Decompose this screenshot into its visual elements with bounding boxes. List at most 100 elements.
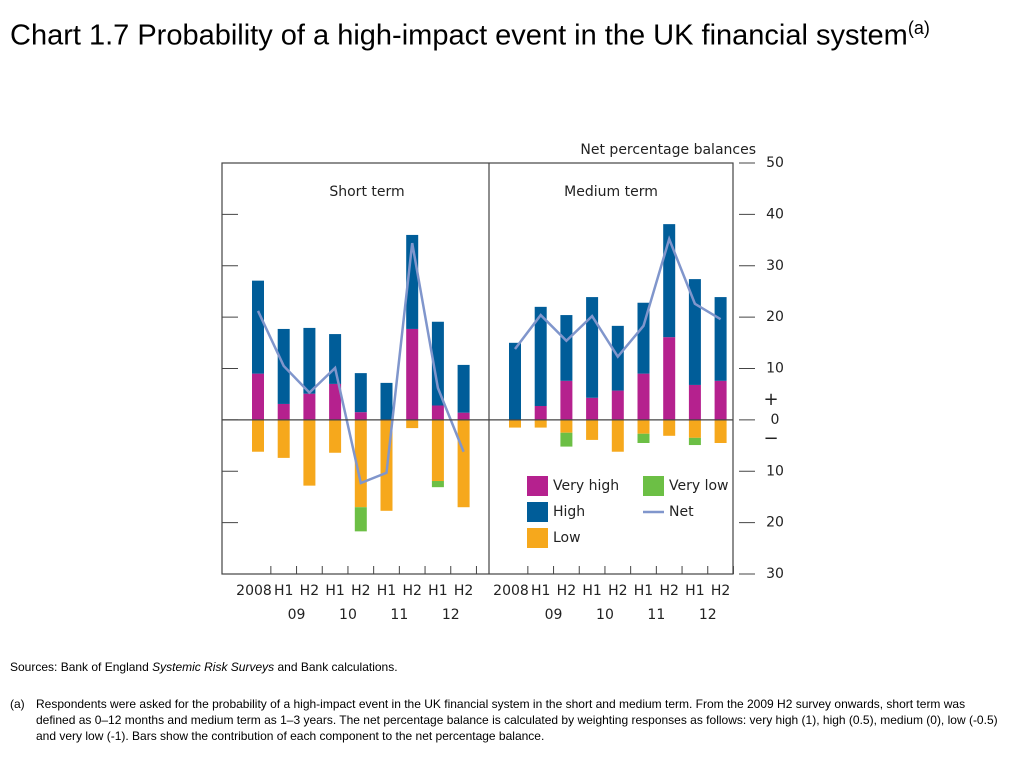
bar-segment <box>329 383 342 420</box>
footnote: (a) Respondents were asked for the probab… <box>10 696 1000 744</box>
title-note: (a) <box>907 18 930 38</box>
bar-segment <box>509 342 521 420</box>
bar-segment <box>714 419 727 443</box>
bar-segment <box>586 397 599 420</box>
bar-segment <box>252 373 264 420</box>
x-tick-label: 2008 <box>236 583 272 599</box>
chart-title: Chart 1.7 Probability of a high-impact e… <box>10 19 908 52</box>
bar-segment <box>431 419 444 482</box>
sign-label: − <box>763 428 778 449</box>
footnote-text: Respondents were asked for the probabili… <box>36 697 998 743</box>
y-tick-label: 40 <box>766 206 784 222</box>
x-tick-label: H2 <box>300 583 319 599</box>
bar-segment <box>663 419 676 436</box>
bar-segment <box>329 334 342 384</box>
year-label: 09 <box>545 607 563 623</box>
bar-segment <box>380 382 393 420</box>
bar-segment <box>637 373 650 420</box>
y-axis-label: Net percentage balances <box>580 142 756 158</box>
bar-segment <box>354 412 367 420</box>
bar-segment <box>354 507 367 532</box>
y-tick-label: 10 <box>766 463 784 479</box>
sign-label: + <box>763 389 778 410</box>
y-tick-label: 10 <box>766 361 784 377</box>
bar-segment <box>637 419 650 434</box>
bar-segment <box>457 412 470 420</box>
bar-segment <box>688 384 701 420</box>
x-tick-label: H1 <box>325 583 344 599</box>
sources-italic: Systemic Risk Surveys <box>152 660 275 674</box>
bar-segment <box>560 419 573 433</box>
bar-segment <box>406 328 419 420</box>
x-tick-label: H2 <box>608 583 627 599</box>
year-label: 12 <box>699 607 717 623</box>
bar-segment <box>457 364 470 413</box>
net-line <box>256 242 465 485</box>
bar-segment <box>509 419 521 428</box>
legend-swatch <box>643 476 664 496</box>
legend-label: Net <box>669 504 694 520</box>
legend-swatch <box>527 528 548 548</box>
legend-label: High <box>553 504 585 520</box>
bar-segment <box>406 419 419 429</box>
year-label: 12 <box>442 607 460 623</box>
year-label: 09 <box>288 607 306 623</box>
bar-segment <box>457 419 470 508</box>
bar-segment <box>252 419 264 452</box>
sources: Sources: Bank of England Systemic Risk S… <box>10 660 398 674</box>
y-tick-label: 50 <box>766 155 784 171</box>
bar-segment <box>637 433 650 443</box>
bar-segment <box>431 481 444 488</box>
bar-segment <box>586 297 599 398</box>
x-tick-label: H2 <box>659 583 678 599</box>
bar-segment <box>277 403 290 420</box>
x-tick-label: H2 <box>711 583 730 599</box>
y-tick-label: 30 <box>766 258 784 274</box>
bar-segment <box>637 302 650 374</box>
y-tick-label: 20 <box>766 309 784 325</box>
net-line <box>514 235 722 359</box>
x-tick-label: H1 <box>582 583 601 599</box>
bar-segment <box>586 419 599 440</box>
bar-segment <box>688 419 701 438</box>
bar-segment <box>354 419 367 508</box>
x-tick-label: H1 <box>685 583 704 599</box>
bar-segment <box>303 393 316 420</box>
x-tick-label: H1 <box>634 583 653 599</box>
bar-segment <box>431 405 444 420</box>
bar-segment <box>560 432 573 447</box>
bar-segment <box>329 419 342 453</box>
x-tick-label: H2 <box>557 583 576 599</box>
x-tick-label: H1 <box>428 583 447 599</box>
x-tick-label: 2008 <box>493 583 529 599</box>
bar-segment <box>431 321 444 406</box>
legend-swatch <box>527 476 548 496</box>
chart-title-block: Chart 1.7 Probability of a high-impact e… <box>10 8 1000 56</box>
y-tick-label: 0 <box>771 412 780 428</box>
bar-segment <box>534 406 547 420</box>
bar-segment <box>560 380 573 420</box>
x-tick-label: H1 <box>377 583 396 599</box>
bar-segment <box>714 297 727 381</box>
bar-segment <box>611 419 624 452</box>
legend-label: Very low <box>669 478 729 494</box>
bar-segment <box>303 419 316 486</box>
x-tick-label: H1 <box>274 583 293 599</box>
x-tick-label: H1 <box>531 583 550 599</box>
bar-segment <box>354 373 367 413</box>
bar-segment <box>688 437 701 446</box>
x-tick-label: H2 <box>454 583 473 599</box>
bar-segment <box>303 327 316 394</box>
legend-label: Low <box>553 530 581 546</box>
year-label: 11 <box>390 607 408 623</box>
bar-segment <box>611 390 624 420</box>
footnote-label: (a) <box>10 697 25 711</box>
sources-prefix: Sources: Bank of England <box>10 660 149 674</box>
y-tick-label: 20 <box>766 515 784 531</box>
year-label: 11 <box>647 607 665 623</box>
panel-title: Short term <box>329 184 404 200</box>
bar-segment <box>714 380 727 420</box>
bar-segment <box>252 280 264 374</box>
legend-label: Very high <box>553 478 619 494</box>
